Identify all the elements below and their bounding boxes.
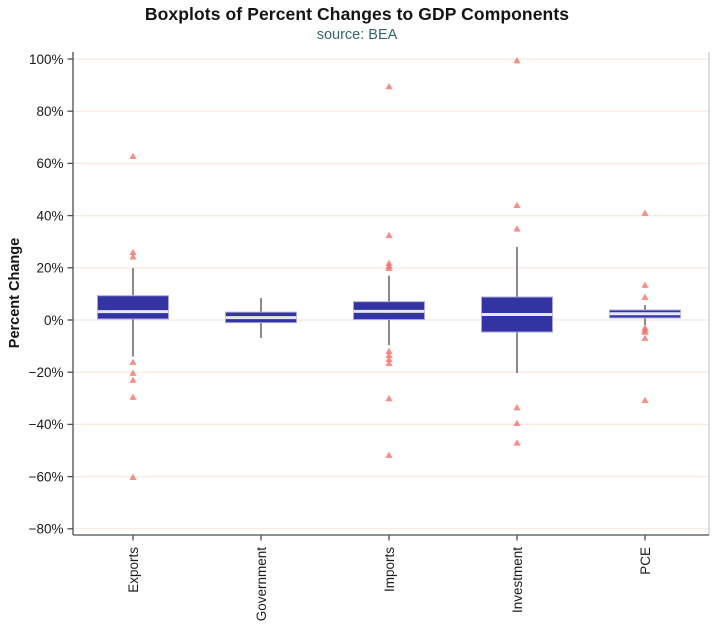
y-tick-label: 0% bbox=[44, 313, 64, 328]
outlier-marker-investment bbox=[513, 404, 521, 411]
y-tick-label: −40% bbox=[29, 417, 64, 432]
chart-subtitle: source: BEA bbox=[316, 27, 398, 43]
outlier-marker-imports bbox=[385, 231, 393, 239]
outlier-marker-exports bbox=[129, 473, 137, 481]
outlier-marker-imports bbox=[385, 451, 393, 458]
y-tick-label: 40% bbox=[36, 208, 63, 223]
outlier-marker-exports bbox=[129, 248, 137, 256]
x-tick-label-exports: Exports bbox=[126, 547, 141, 593]
x-tick-label-government: Government bbox=[254, 547, 269, 622]
y-tick-label: −60% bbox=[29, 469, 64, 484]
chart-title: Boxplots of Percent Changes to GDP Compo… bbox=[144, 4, 570, 24]
outlier-marker-investment bbox=[513, 201, 521, 209]
outlier-marker-pce bbox=[641, 281, 649, 288]
outlier-marker-imports bbox=[385, 355, 393, 363]
outlier-marker-exports bbox=[129, 369, 137, 376]
y-tick-label: 100% bbox=[29, 52, 64, 67]
y-tick-label: 80% bbox=[36, 104, 63, 119]
outlier-marker-imports bbox=[385, 351, 393, 358]
outlier-marker-investment bbox=[513, 419, 521, 426]
y-tick-label: 20% bbox=[36, 261, 63, 276]
outlier-marker-imports bbox=[385, 83, 393, 90]
x-tick-label-investment: Investment bbox=[510, 547, 525, 613]
outlier-marker-imports bbox=[385, 264, 393, 271]
outlier-marker-imports bbox=[385, 347, 393, 354]
y-tick-label: −20% bbox=[29, 365, 64, 380]
outlier-marker-exports bbox=[129, 376, 137, 383]
outlier-marker-pce bbox=[641, 328, 649, 335]
outlier-marker-exports bbox=[129, 253, 137, 260]
outlier-marker-exports bbox=[129, 358, 137, 365]
outlier-marker-imports bbox=[385, 359, 393, 366]
y-tick-label: −80% bbox=[29, 522, 64, 537]
outlier-marker-investment bbox=[513, 56, 521, 64]
outlier-marker-investment bbox=[513, 225, 521, 232]
outlier-marker-imports bbox=[385, 394, 393, 402]
outlier-marker-pce bbox=[641, 209, 649, 216]
box-exports bbox=[97, 295, 169, 320]
x-tick-label-imports: Imports bbox=[382, 547, 397, 592]
outlier-marker-investment bbox=[513, 439, 521, 446]
outlier-marker-exports bbox=[129, 393, 137, 400]
outlier-marker-pce bbox=[641, 293, 649, 300]
y-tick-label: 60% bbox=[36, 156, 63, 171]
outlier-marker-pce bbox=[641, 396, 649, 404]
x-tick-label-pce: PCE bbox=[638, 547, 653, 575]
outlier-marker-exports bbox=[129, 152, 137, 159]
outlier-marker-pce bbox=[641, 334, 649, 341]
